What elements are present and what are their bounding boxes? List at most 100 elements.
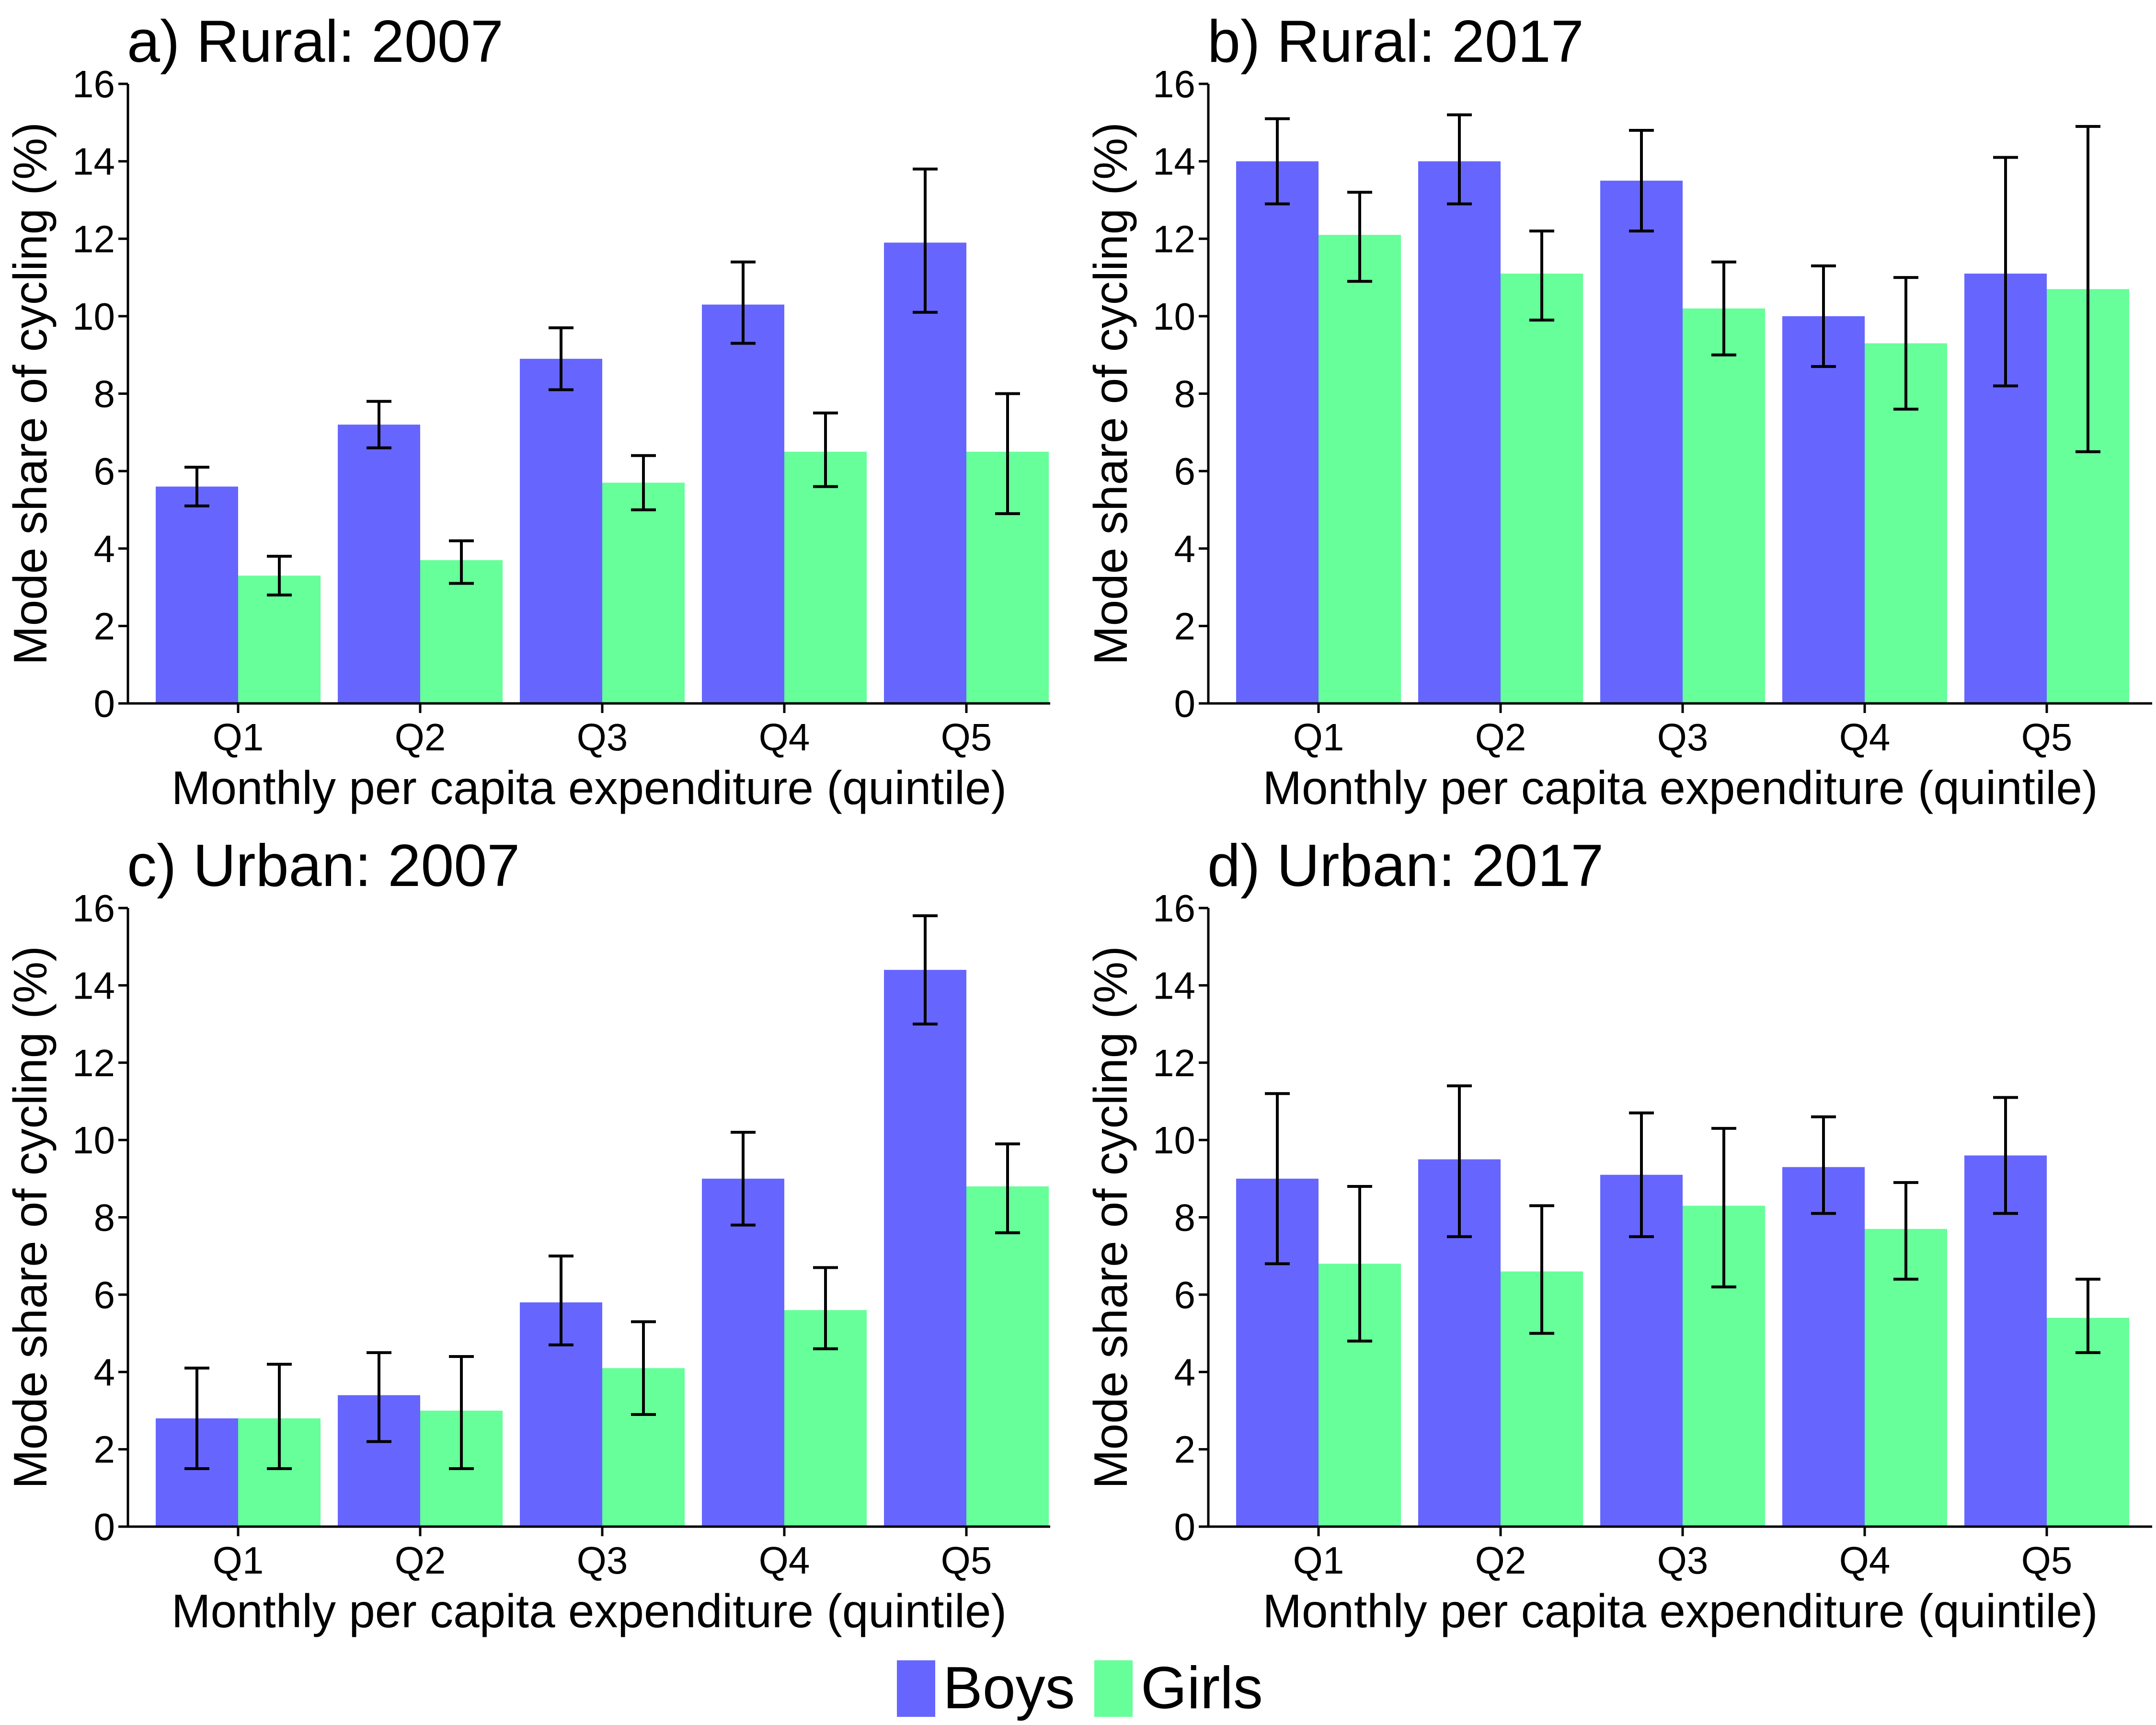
x-tick-label: Q3 [577, 1539, 628, 1582]
chart-panel: c) Urban: 2007 Q1 Q2 Q3 Q4 Q5 0 2 4 6 8 10 12 14 16 Mon… [4, 833, 1050, 1637]
chart-panel: d) Urban: 2017 Q1 Q2 Q3 Q4 Q5 0 2 4 6 8 10 12 14 16 Mon… [1084, 833, 2152, 1637]
bar-girls [784, 451, 867, 703]
y-tick-label: 6 [94, 1274, 115, 1316]
error-bar [1265, 117, 1290, 206]
y-tick-label: 12 [1153, 1042, 1195, 1084]
y-tick-label: 10 [1153, 295, 1195, 338]
error-bar [1347, 191, 1372, 283]
x-tick-label: Q4 [759, 1539, 810, 1582]
error-bar [995, 1142, 1020, 1234]
y-tick-label: 16 [1153, 63, 1195, 105]
x-tick-label: Q4 [759, 716, 810, 759]
error-bars [1265, 1084, 2100, 1354]
y-tick-label: 0 [1174, 1506, 1196, 1548]
y-tick-label: 12 [72, 218, 115, 260]
error-bar [631, 1320, 656, 1416]
y-axis-title: Mode share of cycling (%) [1084, 122, 1137, 665]
y-tick-label: 12 [1153, 218, 1195, 260]
legend-label-boys: Boys [943, 1655, 1075, 1721]
error-bar [1447, 113, 1472, 206]
y-tick-label: 6 [1174, 450, 1196, 493]
x-tick-label: Q1 [1293, 716, 1344, 759]
bar-boys [884, 970, 966, 1527]
y-tick-label: 0 [1174, 682, 1196, 725]
error-bar [1529, 230, 1554, 322]
error-bar [1811, 1115, 1836, 1215]
y-tick-label: 12 [72, 1042, 115, 1084]
y-axis-title: Mode share of cycling (%) [4, 122, 57, 665]
error-bar [1811, 264, 1836, 368]
x-tick-label: Q5 [2021, 1539, 2073, 1582]
y-tick-label: 16 [72, 63, 115, 105]
x-axis-title: Monthly per capita expenditure (quintile… [172, 761, 1007, 814]
bar-boys [1600, 181, 1683, 703]
y-tick-label: 0 [94, 1506, 115, 1548]
x-tick-label: Q1 [213, 1539, 264, 1582]
error-bars [184, 167, 1020, 597]
bar-girls [1319, 235, 1401, 703]
error-bars [184, 914, 1020, 1470]
y-tick-label: 2 [94, 1428, 115, 1471]
y-tick-label: 10 [72, 1119, 115, 1162]
x-axis-title: Monthly per capita expenditure (quintile… [172, 1585, 1007, 1637]
panel-title: a) Rural: 2007 [127, 9, 504, 75]
error-bar [549, 326, 573, 391]
chart-panel: a) Rural: 2007 Q1 Q2 Q3 Q4 Q5 0 2 4 6 8 10 12 14 16 Mon… [4, 9, 1050, 814]
y-tick-label: 8 [1174, 373, 1196, 415]
error-bar [1993, 156, 2018, 388]
x-axis-title: Monthly per capita expenditure (quintile… [1262, 761, 2098, 814]
chart-panel: b) Rural: 2017 Q1 Q2 Q3 Q4 Q5 0 2 4 6 8 10 12 14 16 Mon… [1084, 9, 2152, 814]
y-tick-label: 14 [72, 140, 115, 183]
error-bar [449, 1355, 474, 1470]
bar-girls [1683, 308, 1765, 703]
panel-title: b) Rural: 2017 [1207, 9, 1584, 75]
x-tick-label: Q5 [2021, 716, 2073, 759]
error-bar [1529, 1204, 1554, 1335]
y-tick-label: 8 [94, 1196, 115, 1239]
error-bar [184, 1367, 209, 1470]
y-tick-label: 14 [72, 964, 115, 1007]
error-bar [1629, 128, 1654, 233]
y-tick-label: 4 [1174, 1351, 1196, 1393]
y-tick-label: 6 [94, 450, 115, 493]
error-bar [731, 260, 756, 345]
bar-boys [1782, 1167, 1865, 1527]
panel-title: d) Urban: 2017 [1207, 833, 1604, 899]
bars [156, 242, 1049, 703]
bar-boys [702, 304, 784, 703]
y-tick-label: 4 [94, 1351, 115, 1393]
bar-boys [1418, 161, 1501, 703]
error-bar [267, 554, 292, 597]
y-tick-label: 6 [1174, 1274, 1196, 1316]
panel-title: c) Urban: 2007 [127, 833, 520, 899]
error-bar [184, 466, 209, 507]
error-bar [267, 1363, 292, 1470]
x-tick-label: Q2 [1475, 1539, 1526, 1582]
error-bar [1893, 1181, 1918, 1281]
error-bar [1711, 1127, 1736, 1288]
error-bar [995, 392, 1020, 516]
legend: Boys Girls [897, 1655, 1263, 1721]
bar-boys [1236, 161, 1319, 703]
error-bar [813, 411, 838, 488]
y-tick-label: 2 [1174, 1428, 1196, 1471]
error-bar [731, 1130, 756, 1227]
y-tick-label: 16 [1153, 887, 1195, 930]
bar-girls [966, 1186, 1049, 1527]
error-bar [1893, 276, 1918, 411]
y-axis-title: Mode share of cycling (%) [1084, 946, 1137, 1489]
y-tick-label: 0 [94, 682, 115, 725]
error-bar [1629, 1111, 1654, 1238]
bar-boys [884, 242, 966, 703]
panels: a) Rural: 2007 Q1 Q2 Q3 Q4 Q5 0 2 4 6 8 10 12 14 16 Mon… [4, 9, 2152, 1637]
bar-boys [702, 1178, 784, 1527]
y-tick-label: 2 [94, 605, 115, 647]
error-bar [449, 539, 474, 585]
error-bar [813, 1266, 838, 1350]
legend-swatch-boys [897, 1660, 935, 1717]
bars [1236, 161, 2129, 703]
error-bar [2076, 1277, 2100, 1354]
bar-girls [1501, 273, 1583, 703]
x-tick-label: Q2 [1475, 716, 1526, 759]
